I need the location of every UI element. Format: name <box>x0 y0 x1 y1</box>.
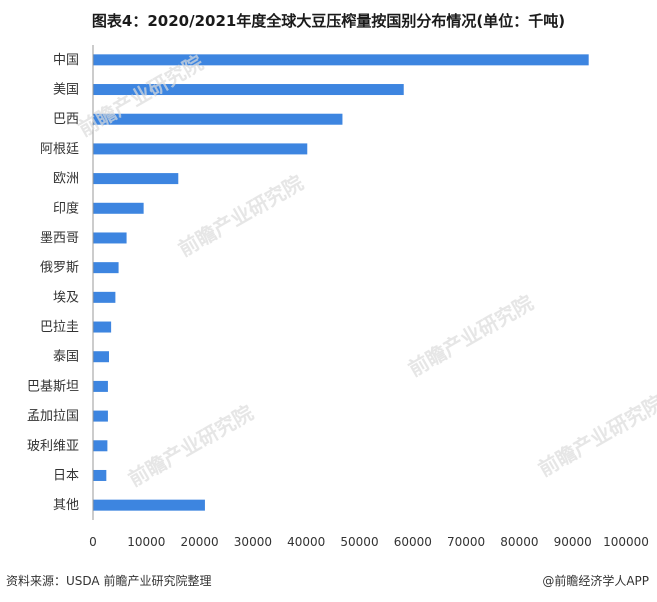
bar-10 <box>93 351 109 363</box>
category-label: 孟加拉国 <box>27 409 79 424</box>
bar-8 <box>93 291 116 303</box>
x-tick-label: 70000 <box>447 535 485 549</box>
category-label: 印度 <box>53 200 79 216</box>
category-label: 欧洲 <box>53 172 79 187</box>
source-note: 资料来源：USDA 前瞻产业研究院整理 <box>6 574 212 588</box>
category-label: 玻利维亚 <box>27 439 79 454</box>
category-label: 埃及 <box>53 290 79 305</box>
category-label: 俄罗斯 <box>40 261 79 276</box>
bar-1 <box>93 84 404 96</box>
category-label: 其他 <box>53 498 79 513</box>
bar-14 <box>93 469 107 481</box>
bar-15 <box>93 499 205 511</box>
x-tick-label: 100000 <box>603 535 649 549</box>
bar-11 <box>93 380 108 392</box>
category-label: 中国 <box>53 53 79 68</box>
category-label: 美国 <box>53 83 79 98</box>
bar-12 <box>93 410 108 422</box>
x-tick-label: 30000 <box>234 535 272 549</box>
brand-label: @前瞻经济学人APP <box>542 574 649 588</box>
bar-9 <box>93 321 112 333</box>
chart-title: 图表4：2020/2021年度全球大豆压榨量按国别分布情况(单位：千吨) <box>91 12 566 30</box>
x-tick-label: 80000 <box>500 535 538 549</box>
bar-13 <box>93 440 108 452</box>
bar-6 <box>93 232 127 244</box>
bar-7 <box>93 262 119 274</box>
x-tick-label: 20000 <box>181 535 219 549</box>
category-label: 日本 <box>53 468 79 483</box>
x-tick-label: 10000 <box>127 535 165 549</box>
bar-4 <box>93 173 179 185</box>
x-tick-label: 0 <box>89 535 97 549</box>
bar-2 <box>93 113 343 125</box>
x-tick-label: 90000 <box>554 535 592 549</box>
bar-3 <box>93 143 308 155</box>
bar-5 <box>93 202 144 214</box>
category-label: 墨西哥 <box>40 231 79 246</box>
category-label: 泰国 <box>53 350 79 365</box>
category-label: 巴拉圭 <box>40 320 79 335</box>
category-label: 巴基斯坦 <box>27 379 79 394</box>
category-label: 巴西 <box>53 112 79 127</box>
x-tick-label: 50000 <box>340 535 378 549</box>
bar-0 <box>93 54 589 66</box>
x-tick-label: 60000 <box>394 535 432 549</box>
x-tick-label: 40000 <box>287 535 325 549</box>
category-label: 阿根廷 <box>40 142 79 157</box>
